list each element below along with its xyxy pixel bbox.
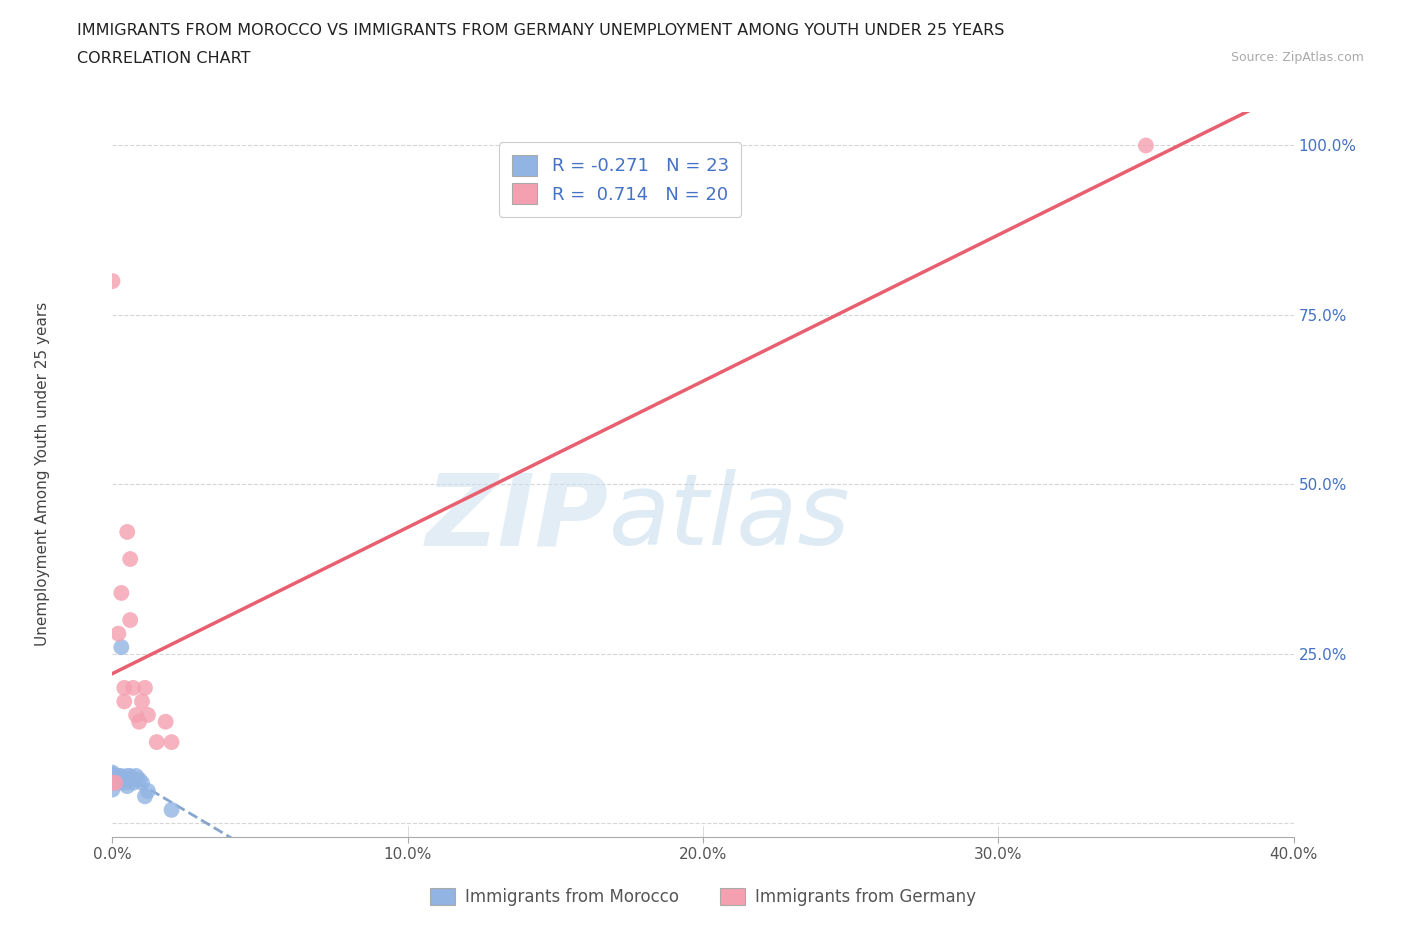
Point <box>117 768 138 783</box>
Point <box>155 714 177 729</box>
Text: Source: ZipAtlas.com: Source: ZipAtlas.com <box>1230 51 1364 64</box>
Point <box>101 776 124 790</box>
Point <box>122 776 145 790</box>
Point <box>101 782 124 797</box>
Point <box>160 735 183 750</box>
Point <box>134 681 156 696</box>
Point <box>101 772 124 787</box>
Point <box>101 776 124 790</box>
Text: ZIP: ZIP <box>426 470 609 566</box>
Point <box>122 681 145 696</box>
Point <box>104 776 127 790</box>
Legend: Immigrants from Morocco, Immigrants from Germany: Immigrants from Morocco, Immigrants from… <box>423 881 983 912</box>
Point <box>110 768 132 783</box>
Point <box>136 708 159 723</box>
Text: CORRELATION CHART: CORRELATION CHART <box>77 51 250 66</box>
Point <box>117 525 138 539</box>
Point <box>107 626 129 641</box>
Point <box>131 776 153 790</box>
Point <box>117 778 138 793</box>
Point <box>146 735 169 750</box>
Point <box>112 772 135 787</box>
Point <box>112 694 135 709</box>
Point <box>120 772 142 787</box>
Point <box>112 776 135 790</box>
Point <box>128 714 150 729</box>
Point <box>110 586 132 601</box>
Point <box>101 273 124 288</box>
Point <box>131 694 153 709</box>
Point <box>136 783 159 798</box>
Point <box>120 768 142 783</box>
Point <box>125 708 148 723</box>
Point <box>120 613 142 628</box>
Point <box>101 765 124 780</box>
Point <box>160 803 183 817</box>
Y-axis label: Unemployment Among Youth under 25 years: Unemployment Among Youth under 25 years <box>35 302 51 646</box>
Point <box>120 551 142 566</box>
Point <box>110 640 132 655</box>
Point <box>107 768 129 783</box>
Point <box>107 776 129 790</box>
Legend: R = -0.271   N = 23, R =  0.714   N = 20: R = -0.271 N = 23, R = 0.714 N = 20 <box>499 142 741 217</box>
Point <box>101 768 124 783</box>
Point <box>1135 138 1157 153</box>
Point <box>112 681 135 696</box>
Point <box>125 768 148 783</box>
Text: IMMIGRANTS FROM MOROCCO VS IMMIGRANTS FROM GERMANY UNEMPLOYMENT AMONG YOUTH UNDE: IMMIGRANTS FROM MOROCCO VS IMMIGRANTS FR… <box>77 23 1005 38</box>
Point <box>110 772 132 787</box>
Text: atlas: atlas <box>609 470 851 566</box>
Point <box>128 772 150 787</box>
Point <box>134 789 156 804</box>
